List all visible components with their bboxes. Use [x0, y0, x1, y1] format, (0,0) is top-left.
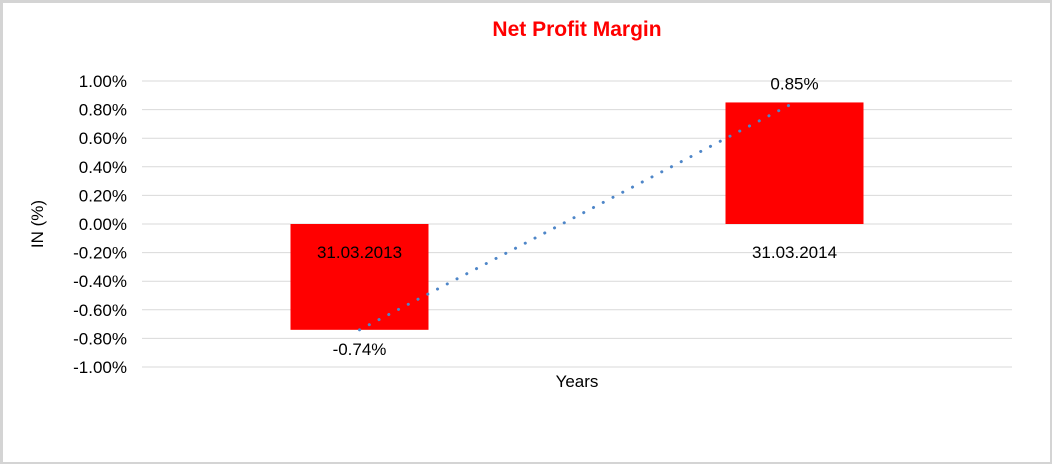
- y-tick-label: -0.20%: [73, 244, 127, 263]
- y-tick-label: -1.00%: [73, 358, 127, 377]
- category-label: 31.03.2014: [752, 243, 837, 262]
- value-label: -0.74%: [333, 340, 387, 359]
- y-tick-label: 0.60%: [79, 129, 127, 148]
- bar-31.03.2013: [290, 224, 429, 330]
- y-tick-label: 0.00%: [79, 215, 127, 234]
- bar-31.03.2014: [725, 102, 864, 224]
- y-tick-label: -0.80%: [73, 329, 127, 348]
- y-tick-label: 1.00%: [79, 72, 127, 91]
- y-tick-label: -0.60%: [73, 301, 127, 320]
- x-axis-title: Years: [555, 372, 599, 391]
- y-tick-label: 0.20%: [79, 186, 127, 205]
- y-tick-label: 0.40%: [79, 158, 127, 177]
- y-tick-label: 0.80%: [79, 101, 127, 120]
- category-label: 31.03.2013: [317, 243, 402, 262]
- chart-title: Net Profit Margin: [492, 18, 662, 41]
- value-label: 0.85%: [770, 74, 818, 93]
- y-tick-label: -0.40%: [73, 272, 127, 291]
